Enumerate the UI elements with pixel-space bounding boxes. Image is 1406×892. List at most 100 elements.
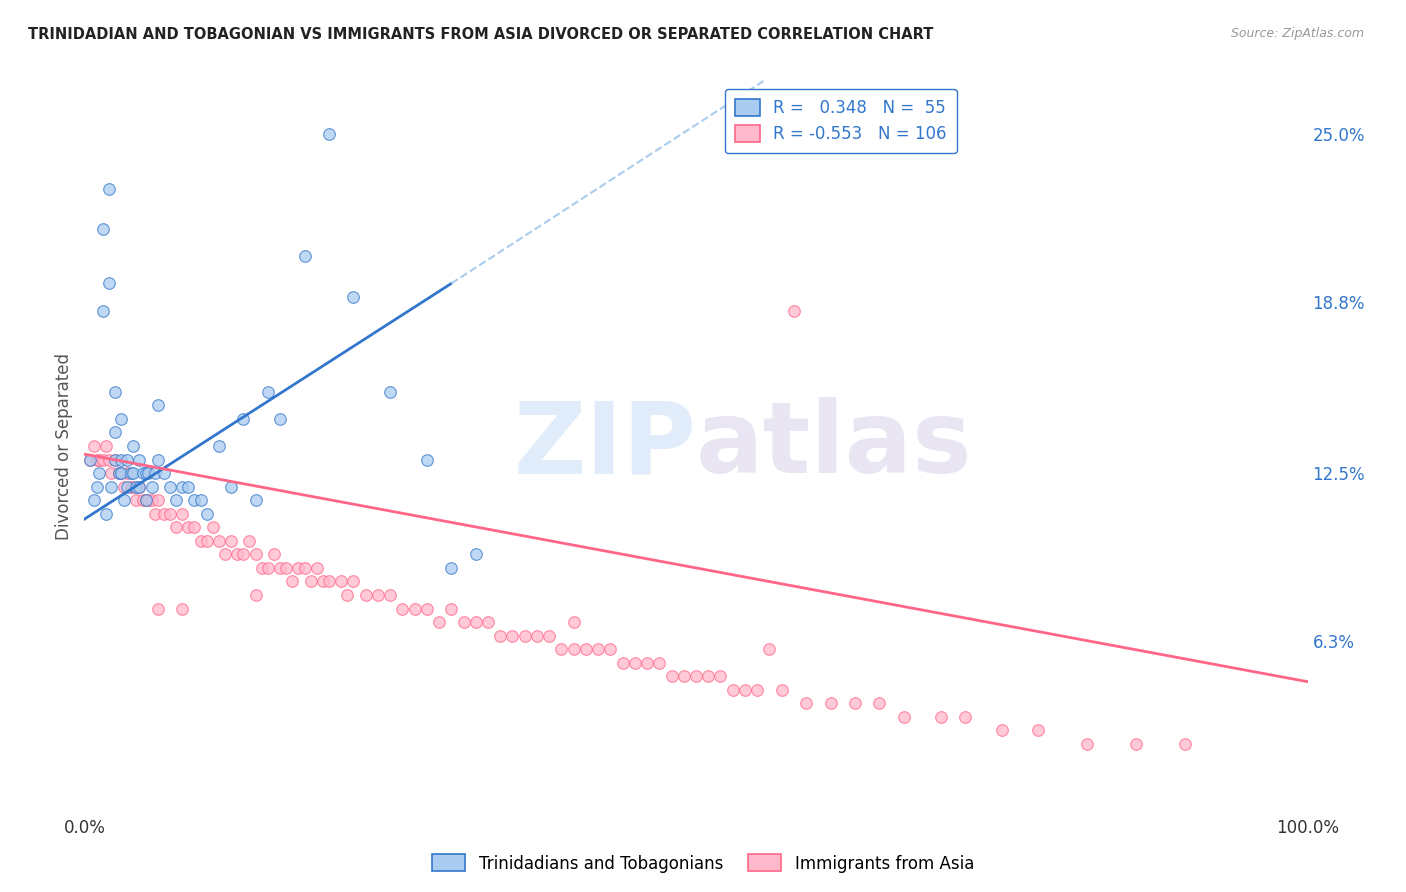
Text: Source: ZipAtlas.com: Source: ZipAtlas.com — [1230, 27, 1364, 40]
Point — [276, 561, 298, 575]
Point — [110, 412, 132, 426]
Point — [502, 629, 524, 643]
Point — [232, 412, 254, 426]
Point — [464, 615, 486, 629]
Point — [112, 480, 135, 494]
Point — [489, 629, 512, 643]
Point — [115, 452, 138, 467]
Point — [91, 222, 114, 236]
Point — [183, 520, 205, 534]
Point — [226, 547, 249, 561]
Point — [734, 682, 756, 697]
Point — [96, 507, 118, 521]
Point — [110, 466, 132, 480]
Point — [294, 561, 316, 575]
Point — [721, 682, 744, 697]
Point — [110, 466, 132, 480]
Point — [125, 480, 148, 494]
Point — [97, 452, 120, 467]
Text: atlas: atlas — [696, 398, 973, 494]
Point — [599, 642, 621, 657]
Point — [526, 629, 548, 643]
Point — [195, 533, 218, 548]
Point — [183, 493, 205, 508]
Point — [929, 710, 952, 724]
Point — [697, 669, 720, 683]
Point — [287, 561, 309, 575]
Point — [1028, 723, 1050, 738]
Point — [128, 452, 150, 467]
Point — [79, 452, 101, 467]
Point — [86, 452, 108, 467]
Point — [91, 303, 114, 318]
Point — [991, 723, 1014, 738]
Y-axis label: Divorced or Separated: Divorced or Separated — [55, 352, 73, 540]
Point — [636, 656, 658, 670]
Point — [747, 682, 769, 697]
Point — [380, 384, 402, 399]
Point — [143, 466, 166, 480]
Point — [104, 384, 127, 399]
Point — [783, 303, 806, 318]
Point — [575, 642, 598, 657]
Point — [107, 466, 129, 480]
Point — [115, 466, 138, 480]
Text: TRINIDADIAN AND TOBAGONIAN VS IMMIGRANTS FROM ASIA DIVORCED OR SEPARATED CORRELA: TRINIDADIAN AND TOBAGONIAN VS IMMIGRANTS… — [28, 27, 934, 42]
Point — [404, 601, 426, 615]
Point — [120, 466, 142, 480]
Point — [97, 277, 120, 291]
Point — [318, 128, 340, 142]
Point — [135, 466, 157, 480]
Point — [146, 493, 169, 508]
Point — [100, 466, 122, 480]
Point — [562, 642, 585, 657]
Point — [427, 615, 450, 629]
Point — [672, 669, 695, 683]
Point — [245, 493, 267, 508]
Point — [104, 425, 127, 440]
Point — [87, 452, 110, 467]
Point — [201, 520, 224, 534]
Point — [112, 493, 135, 508]
Point — [844, 697, 866, 711]
Point — [190, 533, 212, 548]
Point — [177, 520, 200, 534]
Point — [219, 533, 242, 548]
Point — [172, 601, 194, 615]
Point — [416, 601, 439, 615]
Point — [153, 507, 176, 521]
Point — [146, 601, 169, 615]
Point — [440, 561, 463, 575]
Point — [177, 480, 200, 494]
Point — [159, 507, 181, 521]
Point — [685, 669, 707, 683]
Point — [159, 480, 181, 494]
Point — [122, 466, 145, 480]
Point — [245, 588, 267, 602]
Point — [562, 615, 585, 629]
Point — [172, 480, 194, 494]
Point — [91, 452, 114, 467]
Point — [709, 669, 731, 683]
Point — [269, 412, 291, 426]
Point — [120, 480, 142, 494]
Point — [586, 642, 609, 657]
Point — [391, 601, 413, 615]
Point — [299, 574, 322, 589]
Point — [214, 547, 236, 561]
Point — [367, 588, 389, 602]
Point — [104, 452, 127, 467]
Point — [1076, 737, 1098, 751]
Point — [219, 480, 242, 494]
Point — [440, 601, 463, 615]
Point — [153, 466, 176, 480]
Point — [141, 480, 163, 494]
Point — [238, 533, 260, 548]
Point — [1125, 737, 1147, 751]
Point — [136, 493, 159, 508]
Legend: Trinidadians and Tobagonians, Immigrants from Asia: Trinidadians and Tobagonians, Immigrants… — [425, 847, 981, 880]
Point — [165, 520, 187, 534]
Point — [416, 452, 439, 467]
Point — [104, 452, 127, 467]
Point — [648, 656, 671, 670]
